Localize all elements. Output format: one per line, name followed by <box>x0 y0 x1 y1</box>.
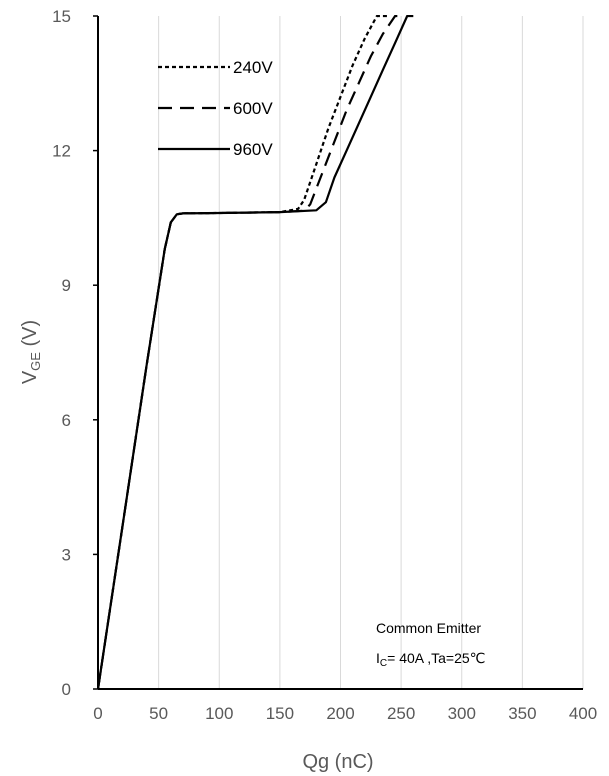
y-axis-title-main: V <box>19 370 41 384</box>
x-tick-label: 200 <box>326 704 354 723</box>
x-tick-label: 50 <box>149 704 168 723</box>
x-tick-label: 350 <box>508 704 536 723</box>
annotation-line-1: Common Emitter <box>376 620 481 636</box>
tick-labels: 0 50 100 150 200 250 300 350 400 0 3 6 9 12 15 <box>52 7 597 723</box>
y-tick-label: 3 <box>62 545 71 564</box>
axes <box>93 15 583 690</box>
y-axis-title-sub: GE <box>28 352 43 371</box>
x-tick-label: 300 <box>448 704 476 723</box>
series-line-960V <box>98 15 414 689</box>
annotation-line-2: IC= 40A ,Ta=25℃ <box>376 650 485 669</box>
x-tick-label: 400 <box>569 704 597 723</box>
y-axis-title-unit: (V) <box>19 320 41 352</box>
x-axis-title: Qg (nC) <box>302 751 373 773</box>
series-lines <box>98 15 414 689</box>
annotation: Common Emitter IC= 40A ,Ta=25℃ <box>376 620 485 669</box>
legend-label-240V: 240V <box>233 58 273 77</box>
y-axis-title: VGE (V) <box>19 320 43 384</box>
y-tick-label: 15 <box>52 7 71 26</box>
x-tick-label: 0 <box>93 704 102 723</box>
x-tick-label: 100 <box>205 704 233 723</box>
x-tick-label: 150 <box>266 704 294 723</box>
y-tick-label: 9 <box>62 276 71 295</box>
x-tick-label: 250 <box>387 704 415 723</box>
legend-label-600V: 600V <box>233 99 273 118</box>
legend-label-960V: 960V <box>233 140 273 159</box>
y-tick-label: 6 <box>62 411 71 430</box>
y-tick-label: 12 <box>52 142 71 161</box>
grid-lines <box>158 16 584 689</box>
y-tick-label: 0 <box>62 680 71 699</box>
legend: 240V 600V 960V <box>158 58 273 159</box>
